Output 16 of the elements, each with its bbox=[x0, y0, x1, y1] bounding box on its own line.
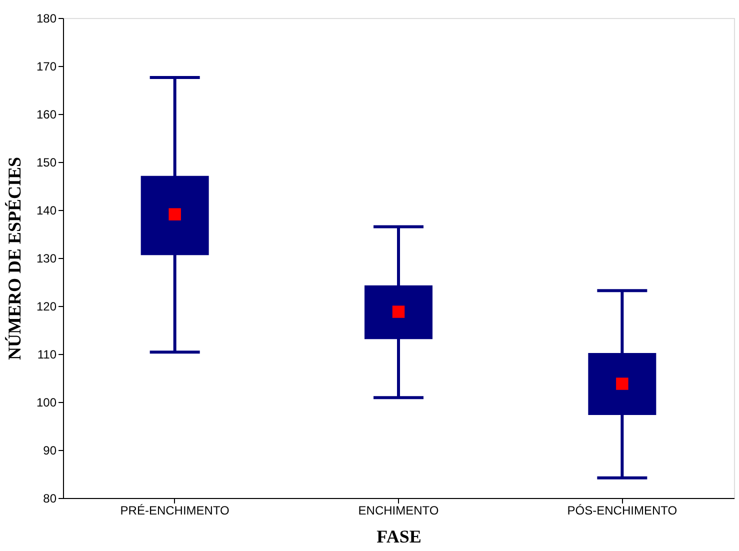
y-tick-label: 150 bbox=[36, 156, 57, 170]
y-tick-label: 120 bbox=[36, 300, 57, 314]
y-tick-label: 160 bbox=[36, 108, 57, 122]
y-tick-label: 130 bbox=[36, 252, 57, 266]
x-axis-title: FASE bbox=[376, 526, 422, 546]
x-tick-label: PÓS-ENCHIMENTO bbox=[567, 504, 678, 518]
y-tick-label: 80 bbox=[43, 492, 57, 506]
y-tick-label: 90 bbox=[43, 444, 57, 458]
y-tick-label: 170 bbox=[36, 60, 57, 74]
y-tick-label: 110 bbox=[37, 348, 57, 362]
y-axis-title: NÚMERO DE ESPÉCIES bbox=[4, 156, 24, 360]
x-tick-label: PRÉ-ENCHIMENTO bbox=[120, 504, 230, 518]
x-tick-label: ENCHIMENTO bbox=[358, 504, 439, 518]
y-tick-label: 180 bbox=[36, 12, 57, 26]
y-tick-label: 100 bbox=[36, 396, 57, 410]
y-tick-label: 140 bbox=[36, 204, 57, 218]
